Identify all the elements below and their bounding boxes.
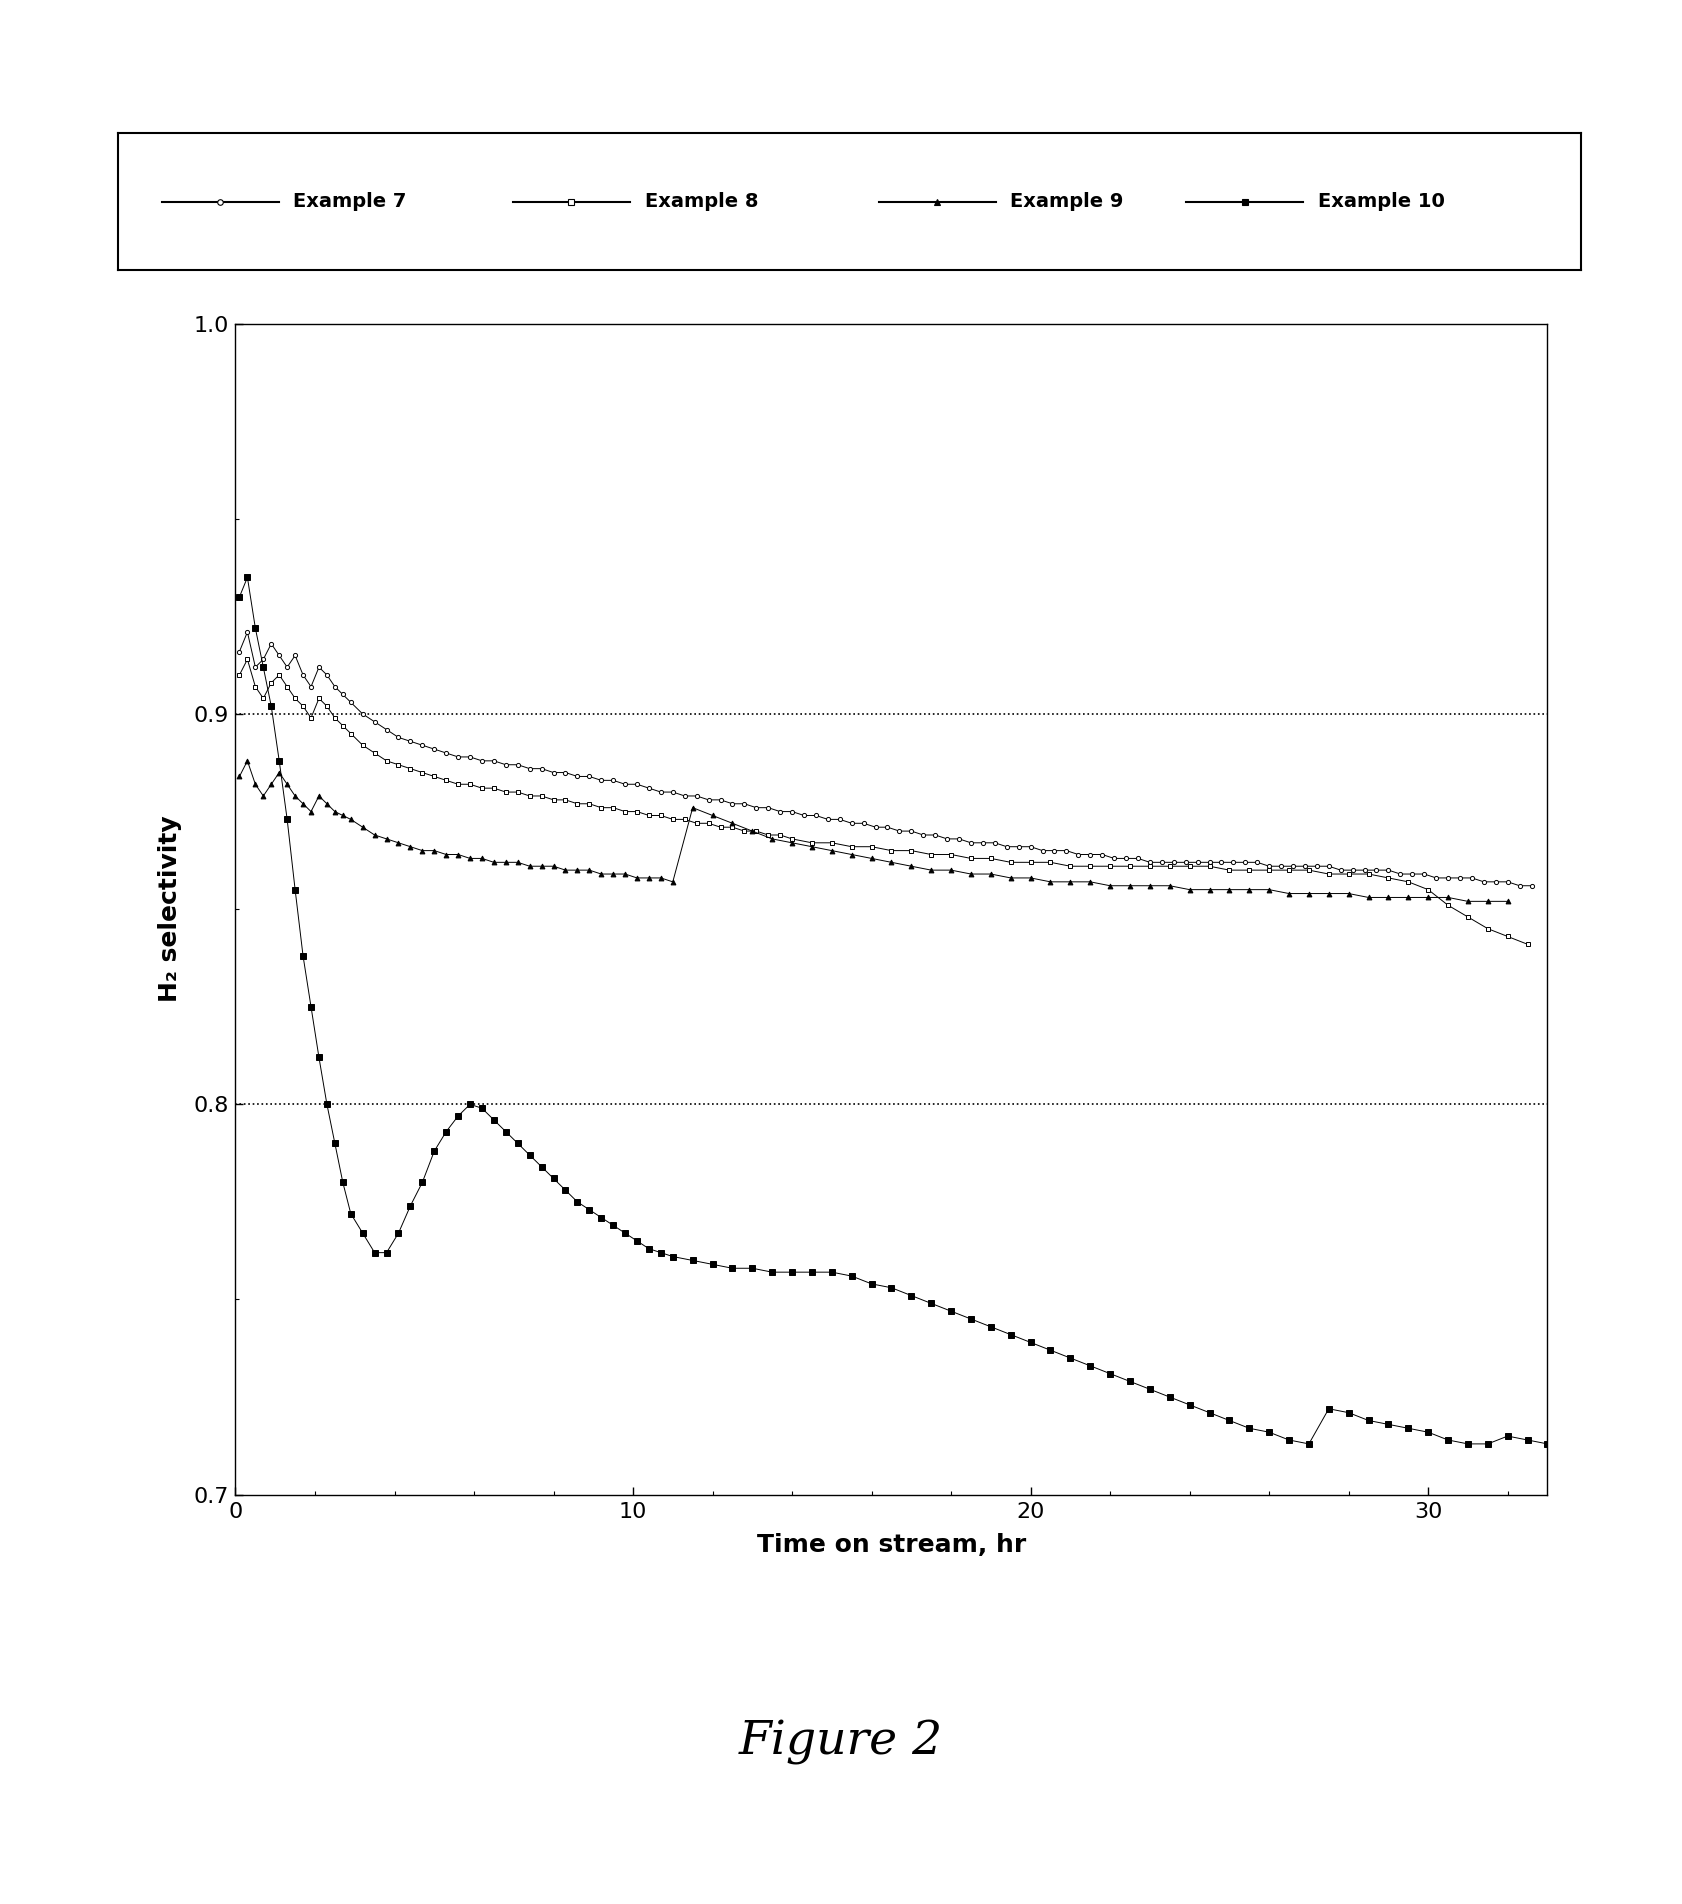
Example 7 — [567, 765, 587, 788]
Text: Example 7: Example 7 — [293, 192, 407, 211]
Example 9 — [237, 750, 257, 773]
Text: Example 8: Example 8 — [644, 192, 759, 211]
Example 7 — [710, 788, 730, 811]
Example 10 — [1319, 1398, 1339, 1420]
Example 10 — [269, 750, 289, 773]
Example 9 — [229, 765, 249, 788]
Text: Figure 2: Figure 2 — [738, 1719, 944, 1765]
Example 10 — [683, 1249, 703, 1272]
Example 7 — [237, 621, 257, 644]
Example 7 — [229, 640, 249, 663]
Example 7 — [1211, 851, 1231, 874]
X-axis label: Time on stream, hr: Time on stream, hr — [757, 1533, 1026, 1557]
Example 7 — [1509, 874, 1529, 897]
Example 9 — [278, 773, 298, 796]
Example 8 — [1517, 933, 1537, 956]
Line: Example 8: Example 8 — [237, 657, 1529, 946]
Example 9 — [1458, 889, 1478, 912]
Example 7 — [341, 691, 362, 714]
Example 7 — [1522, 874, 1542, 897]
Example 8 — [325, 706, 345, 729]
Example 8 — [1339, 863, 1359, 885]
Example 8 — [237, 647, 257, 670]
Line: Example 9: Example 9 — [237, 758, 1510, 904]
Example 7 — [555, 762, 575, 784]
Text: Example 9: Example 9 — [1011, 192, 1124, 211]
Example 10 — [1299, 1432, 1319, 1455]
Example 9 — [1497, 889, 1517, 912]
Example 9 — [683, 796, 703, 819]
Example 10 — [237, 565, 257, 588]
Example 10 — [1537, 1432, 1558, 1455]
Line: Example 10: Example 10 — [237, 575, 1551, 1447]
Example 7 — [1056, 840, 1076, 863]
Example 9 — [1199, 878, 1219, 901]
Example 10 — [229, 585, 249, 607]
Example 10 — [309, 1045, 330, 1068]
Text: Example 10: Example 10 — [1317, 192, 1445, 211]
Example 9 — [246, 773, 266, 796]
Example 8 — [400, 758, 420, 781]
Line: Example 7: Example 7 — [237, 630, 1534, 887]
Example 8 — [590, 796, 611, 819]
Example 8 — [722, 815, 742, 838]
Example 9 — [627, 866, 648, 889]
Y-axis label: H₂ selectivity: H₂ selectivity — [158, 815, 182, 1003]
Example 8 — [309, 687, 330, 710]
Example 10 — [1159, 1386, 1179, 1409]
Example 10 — [254, 655, 274, 678]
Example 8 — [229, 663, 249, 685]
Example 9 — [1120, 874, 1140, 897]
